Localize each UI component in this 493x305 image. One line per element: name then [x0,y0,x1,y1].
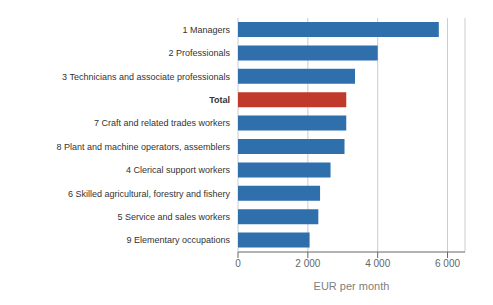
svg-text:2 Professionals: 2 Professionals [168,48,230,58]
svg-text:6 000: 6 000 [435,258,460,269]
svg-text:4 000: 4 000 [365,258,390,269]
svg-text:Total: Total [209,95,230,105]
svg-text:EUR per month: EUR per month [314,280,390,292]
svg-text:5 Service and sales workers: 5 Service and sales workers [117,212,230,222]
svg-text:1 Managers: 1 Managers [182,25,230,35]
svg-text:7 Craft and related trades wor: 7 Craft and related trades workers [94,118,231,128]
svg-text:9 Elementary occupations: 9 Elementary occupations [126,235,230,245]
svg-text:6 Skilled agricultural, forest: 6 Skilled agricultural, forestry and fis… [68,189,231,199]
svg-text:4 Clerical support workers: 4 Clerical support workers [126,165,231,175]
svg-text:3 Technicians and associate pr: 3 Technicians and associate professional… [62,72,230,82]
svg-text:0: 0 [235,258,241,269]
svg-text:2 000: 2 000 [295,258,320,269]
svg-text:8 Plant and machine operators,: 8 Plant and machine operators, assembler… [56,142,230,152]
